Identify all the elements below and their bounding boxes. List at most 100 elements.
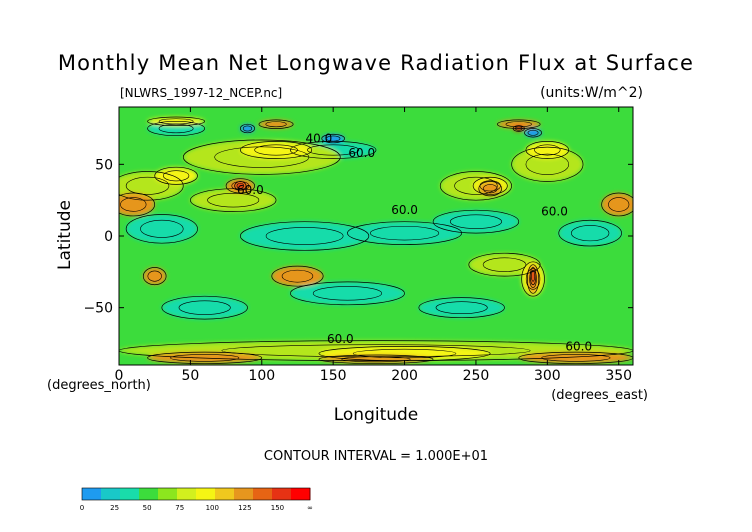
contour-line [207,192,260,208]
contour-line [449,214,502,229]
contour-line [265,121,287,128]
contour-line [531,270,536,282]
contour-line [472,176,508,195]
colorbar-tick-label: ∞ [307,504,313,512]
orange-region [119,193,155,216]
x-tick-label: 300 [534,368,561,384]
contour-label: 60.0 [391,203,418,217]
teal-region [161,296,248,320]
contour-line [178,300,231,315]
red-region [234,181,247,191]
contour-line [307,144,360,156]
contour-label: 60.0 [565,339,592,353]
contour-line [289,281,405,306]
contour-line [182,139,341,175]
colorbar-swatch [215,488,235,500]
contour-line [369,225,440,241]
x-tick-label: 100 [248,368,275,384]
contour-label: 40.0 [306,132,333,146]
contour-line [341,356,411,363]
contour-line [147,351,263,364]
x-tick-label: 250 [463,368,490,384]
contour-label: 60.0 [327,332,354,346]
yellow-region [240,141,312,159]
contour-line [125,214,198,244]
colorbar-tick-label: 25 [110,504,119,512]
contour-line [312,286,383,301]
colorbar-swatch [272,488,292,500]
contour-line [518,351,633,364]
teal-region [347,221,462,245]
contour-line [529,267,537,286]
contour-line [161,295,248,320]
colorbar-frame [81,487,311,501]
contour-line [571,225,610,242]
contour-line [265,227,344,245]
colorbar-tick-label: 150 [271,504,284,512]
contour-line [225,178,255,194]
contour-line [242,125,253,132]
y-axis: 50 0 −50 [83,157,633,317]
contour-line [418,297,505,319]
contour-line [162,170,190,182]
contour-line [321,133,345,144]
colorbar-swatch [253,488,273,500]
x-unit-label: (degrees_east) [551,388,648,403]
contour-label: 60.0 [237,183,264,197]
orange-region [497,119,541,129]
colorbar-tick-label: 0 [80,504,84,512]
contour-line [158,118,194,125]
contour-line [525,268,541,290]
contour-line [214,146,310,168]
contour-line [125,176,170,195]
colorbar-swatch [82,488,102,500]
orange-region [601,193,633,216]
contour-line [142,267,167,286]
colorbar-swatch [101,488,121,500]
contour-line [190,188,277,212]
contour-line [258,119,294,129]
contour-line [534,144,561,156]
contour-line [521,261,545,297]
contour-line [147,270,162,282]
y-tick-label: −50 [83,301,113,317]
contour-line [525,141,570,159]
contour-line [512,125,525,132]
chart-title: Monthly Mean Net Longwave Radiation Flux… [58,51,694,75]
contour-line [170,354,240,362]
colorbar-swatch [120,488,140,500]
y-tick-label: 50 [95,157,113,173]
contour-line [140,219,184,238]
teal-region [418,297,505,318]
yellow-green-region [190,188,277,212]
contour-line [527,129,539,136]
x-tick-label: 350 [605,368,632,384]
colorbar-tick-label: 75 [175,504,184,512]
contour-line [432,209,520,234]
contour-line [524,128,542,138]
x-tick-label: 0 [115,368,124,384]
contour-line [526,264,540,294]
yellow-region [154,167,198,185]
colorbar-tick-label: 100 [206,504,219,512]
contour-line [515,126,523,131]
colorbar-swatch [139,488,159,500]
contour-line [541,354,611,362]
contour-line [347,221,463,245]
orange-region [258,119,294,129]
units-label: (units:W/m^2) [540,85,643,101]
x-tick-label: 50 [181,368,199,384]
plot-area: 60.0 40.0 60.0 60.0 60.0 60.0 60.0 [118,106,634,366]
colorbar: 0 25 50 75 100 125 150 ∞ [80,487,313,512]
colorbar-swatch [196,488,216,500]
yellow-region [525,141,569,159]
teal-region [240,221,369,251]
contour-line [478,181,502,197]
blue-region [240,124,255,133]
contour-line [234,181,247,191]
contour-line [439,171,512,201]
contour-line [497,119,541,129]
orange-region [271,266,324,287]
contour-line [236,182,245,189]
